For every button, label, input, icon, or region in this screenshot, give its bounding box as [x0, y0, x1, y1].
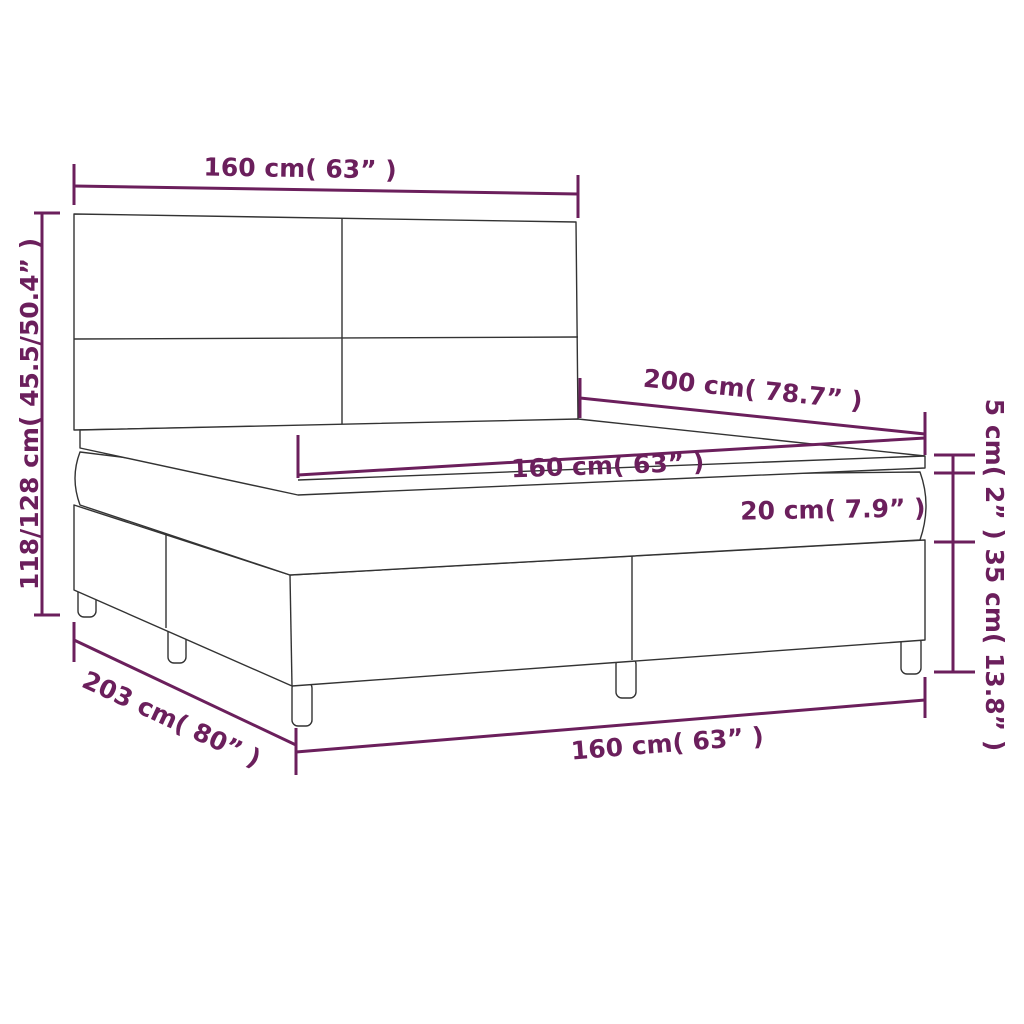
topper-edge [297, 455, 926, 481]
dimension-lines [34, 164, 975, 775]
mattress-height-label: 20 cm( 7.9” ) [740, 493, 926, 525]
total-height-label: 118/128 cm( 45.5/50.4” ) [15, 238, 44, 590]
base-edge [289, 574, 293, 687]
total-length-label: 203 cm( 80” ) [78, 665, 265, 773]
headboard [73, 213, 579, 431]
bed-leg [291, 681, 313, 727]
bed-leg [615, 657, 637, 699]
topper-base-height-label: 5 cm( 2” ) 35 cm( 13.8” ) [980, 399, 1009, 752]
headboard-seam [73, 336, 579, 340]
topper-width-label: 160 cm( 63” ) [511, 448, 705, 484]
headboard-width-label: 160 cm( 63” ) [203, 152, 397, 184]
bed-illustration [73, 213, 927, 727]
topper [79, 418, 926, 496]
